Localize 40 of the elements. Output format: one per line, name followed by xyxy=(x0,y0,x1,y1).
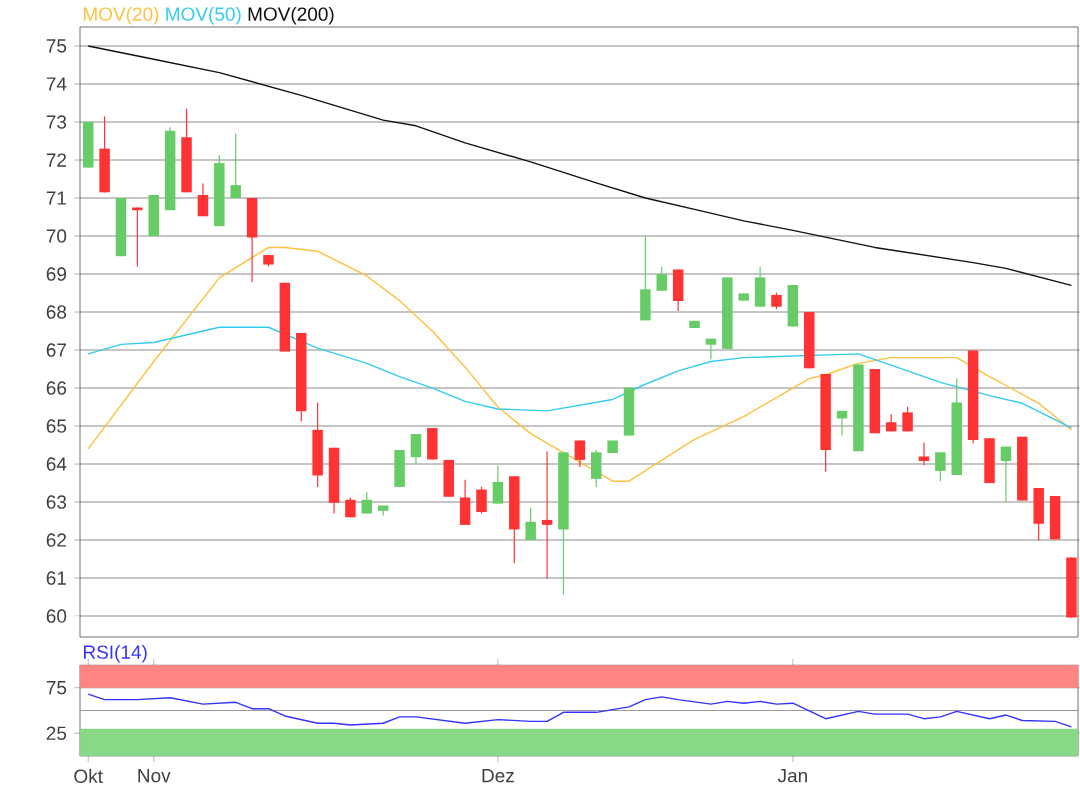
y-tick-label: 60 xyxy=(46,609,67,623)
y-tick-label: 70 xyxy=(46,229,67,243)
y-tick-label: 75 xyxy=(46,39,67,53)
x-tick-label: Jan xyxy=(777,769,807,783)
y-tick-label: 61 xyxy=(46,571,66,585)
text: MOV(200) xyxy=(248,6,334,25)
chart-title: RSI(14) xyxy=(83,644,147,663)
y-tick-label: 67 xyxy=(46,343,66,357)
y-tick-label: 75 xyxy=(46,681,67,695)
candlestick xyxy=(902,406,913,432)
line-series xyxy=(87,693,1073,728)
candlestick xyxy=(574,439,586,468)
y-tick-label: 64 xyxy=(46,457,67,471)
candlestick xyxy=(935,451,946,482)
x-tick-label: Nov xyxy=(138,769,171,783)
x-tick-label: Okt xyxy=(74,769,103,784)
y-tick-label: 62 xyxy=(46,533,66,547)
y-tick-label: 66 xyxy=(46,381,67,395)
candlestick xyxy=(656,266,668,292)
y-tick-label: 63 xyxy=(46,495,67,509)
y-tick-label: 68 xyxy=(46,305,67,319)
y-tick-label: 73 xyxy=(46,115,67,129)
y-tick-label: 69 xyxy=(46,267,67,281)
x-tick-label: Dez xyxy=(482,769,514,783)
candlestick xyxy=(410,433,422,465)
y-tick-label: 25 xyxy=(46,726,67,740)
candlestick xyxy=(197,182,209,217)
candlestick xyxy=(492,464,504,505)
candlestick xyxy=(476,486,487,515)
candlestick xyxy=(230,132,241,199)
y-tick-label: 72 xyxy=(46,153,66,167)
y-tick-label: 74 xyxy=(46,77,67,91)
y-tick-label: 71 xyxy=(46,191,66,205)
text: MOV(20) xyxy=(83,6,159,25)
text: MOV(50) xyxy=(166,6,241,25)
candlestick xyxy=(1000,445,1012,503)
candlestick xyxy=(918,441,930,466)
candlestick xyxy=(541,450,553,580)
y-tick-label: 65 xyxy=(46,419,67,433)
candlestick xyxy=(525,506,536,541)
